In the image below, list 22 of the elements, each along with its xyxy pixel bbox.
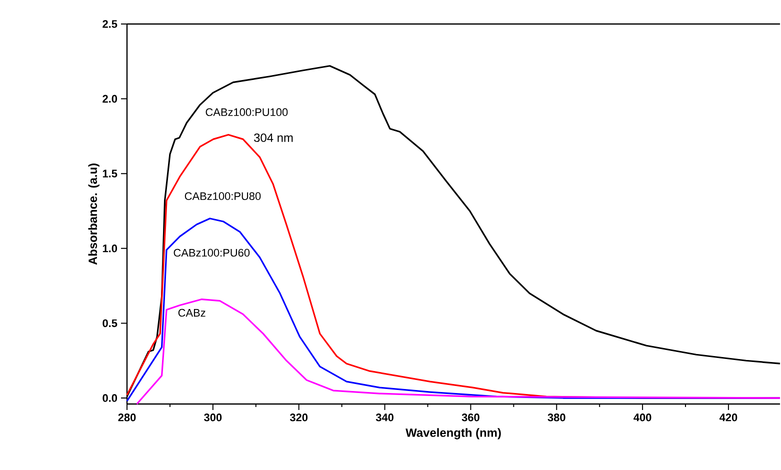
x-tick-label: 320: [290, 414, 308, 422]
y-tick-label: 0.5: [102, 319, 118, 328]
x-tick-label: 340: [376, 414, 394, 422]
y-tick-label: 1.5: [102, 170, 118, 178]
x-tick-label: 400: [634, 414, 652, 422]
y-tick-label: 0.0: [102, 394, 118, 402]
x-tick-label: 280: [118, 414, 136, 422]
annotation: 304 nm: [254, 133, 293, 142]
y-axis-title: Absorbance. (a.u): [88, 164, 100, 265]
x-axis-title: Wavelength (nm): [406, 428, 501, 440]
x-tick-label: 360: [462, 414, 480, 422]
annotation: CABz100:PU80: [184, 192, 261, 200]
x-tick-label: 300: [204, 414, 222, 422]
y-tick-label: 2.0: [102, 94, 118, 103]
annotation: CABz100:PU100: [206, 108, 288, 116]
y-tick-label: 2.5: [102, 20, 118, 28]
x-tick-label: 420: [719, 414, 738, 422]
x-tick-label: 380: [548, 414, 566, 422]
y-tick-label: 1.0: [102, 244, 118, 252]
line-series: [136, 298, 781, 405]
annotation: CABz100:PU60: [174, 248, 250, 257]
annotation: CABz: [178, 308, 206, 317]
